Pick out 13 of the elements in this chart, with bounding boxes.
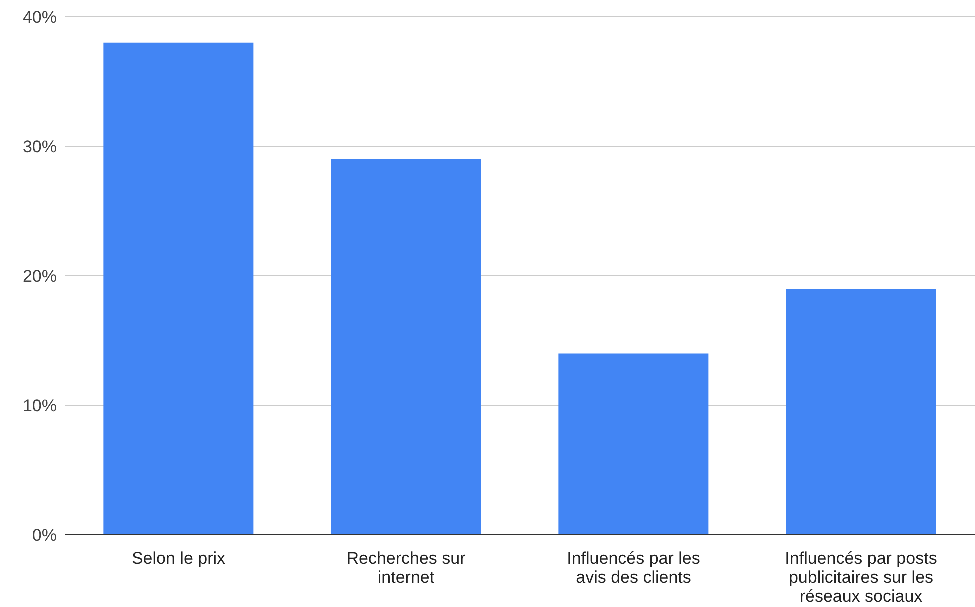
y-tick-label: 30%: [22, 138, 57, 157]
x-tick-label: Influencés par posts publicitaires sur les réseaux sociaux: [785, 549, 938, 606]
bar: [331, 159, 482, 535]
bar: [104, 42, 254, 535]
bar: [558, 354, 709, 535]
y-tick-label: 0%: [32, 526, 57, 546]
x-tick-label: Recherches sur internet: [346, 549, 466, 587]
y-tick-label: 20%: [22, 267, 57, 286]
y-tick-label: 10%: [22, 396, 57, 416]
y-tick-label: 40%: [22, 8, 57, 28]
bar: [786, 288, 936, 535]
x-tick-label: Selon le prix: [132, 549, 226, 568]
x-tick-label: Influencés par les avis des clients: [567, 549, 700, 587]
